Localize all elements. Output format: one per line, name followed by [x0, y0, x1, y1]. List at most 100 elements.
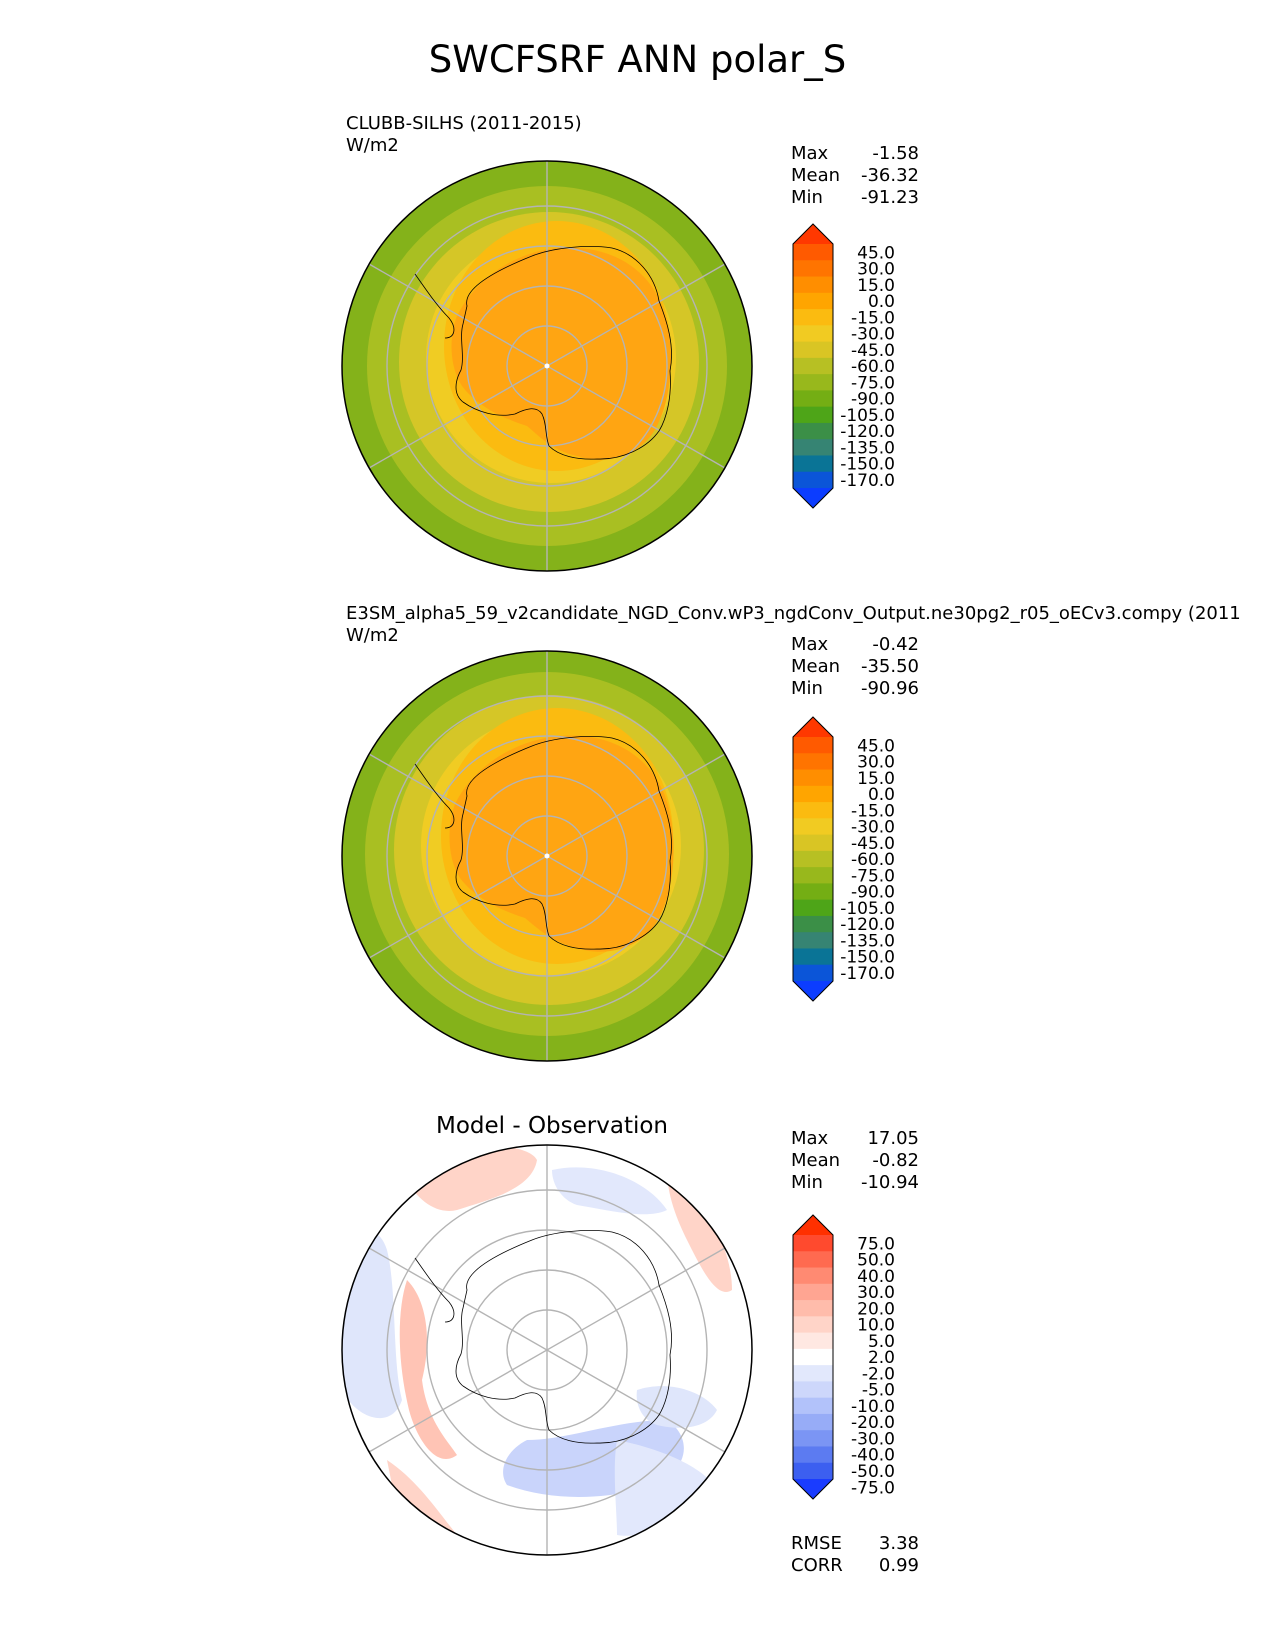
- colorbar-cell: [793, 769, 833, 787]
- colorbar-cell: [793, 1316, 833, 1334]
- colorbar-cell: [793, 753, 833, 771]
- colorbar-tick-label: -75.0: [851, 373, 895, 393]
- colorbar-tick-label: -60.0: [851, 357, 895, 377]
- colorbar-extend-max: [793, 224, 833, 244]
- stat-value: 3.38: [878, 1533, 919, 1554]
- figure-title: SWCFSRF ANN polar_S: [428, 38, 847, 81]
- continent-fill: [449, 735, 674, 952]
- colorbar-cell: [793, 309, 833, 326]
- colorbar-cell: [793, 802, 833, 819]
- colorbar-cell: [793, 818, 833, 836]
- colorbar-cell: [793, 883, 833, 901]
- colorbar-cell: [793, 1413, 833, 1431]
- error-stats-box: RMSE 3.38 CORR 0.99: [791, 1533, 919, 1577]
- colorbar-tick-label: 15.0: [857, 769, 895, 789]
- polar-map: [341, 160, 753, 572]
- colorbar-tick-label: -75.0: [851, 866, 895, 886]
- colorbar-extend-max: [793, 1215, 833, 1235]
- pole-marker: [544, 853, 550, 859]
- diff-region: [667, 1170, 732, 1292]
- colorbar: 45.030.015.00.0-15.0-30.0-45.0-60.0-75.0…: [792, 223, 895, 509]
- colorbar-tick-label: -120.0: [840, 915, 895, 935]
- colorbar-tick-label: -150.0: [840, 455, 895, 475]
- colorbar-outline: [792, 716, 834, 1002]
- coastline: [414, 736, 672, 950]
- colorbar-tick-label: -105.0: [840, 406, 895, 426]
- colorbar-tick-label: 20.0: [857, 1299, 895, 1319]
- colorbar: 45.030.015.00.0-15.0-30.0-45.0-60.0-75.0…: [792, 716, 895, 1002]
- colorbar-tick-label: -20.0: [851, 1413, 895, 1433]
- colorbar-tick-label: -5.0: [862, 1381, 895, 1401]
- coastline: [414, 1230, 672, 1444]
- polar-map: [341, 1144, 753, 1556]
- stat-label: Min: [791, 1172, 823, 1193]
- colorbar-tick-label: 10.0: [857, 1316, 895, 1336]
- colorbar-cell: [793, 1251, 833, 1269]
- stat-value: 0.99: [878, 1555, 919, 1576]
- colorbar-tick-label: -10.0: [851, 1397, 895, 1417]
- colorbar-cell: [793, 1446, 833, 1464]
- colorbar-cell: [793, 915, 833, 933]
- stats-box: Max -1.58 Mean -36.32 Min -91.23: [791, 143, 919, 209]
- stat-label: Max: [791, 1128, 829, 1149]
- stat-value: -0.82: [872, 1150, 919, 1171]
- colorbar-cell: [793, 1332, 833, 1350]
- stat-label: Min: [791, 187, 823, 208]
- diff-region: [614, 1440, 717, 1536]
- stat-label: Max: [791, 634, 829, 655]
- stat-value: -0.42: [872, 634, 919, 655]
- colorbar-tick-label: -2.0: [862, 1364, 895, 1384]
- colorbar-tick-label: -90.0: [851, 390, 895, 410]
- stat-value: -90.96: [860, 678, 919, 699]
- colorbar-tick-label: -135.0: [840, 931, 895, 951]
- colorbar-tick-label: -15.0: [851, 308, 895, 328]
- colorbar-cell: [793, 471, 833, 489]
- colorbar-cell: [793, 341, 833, 359]
- diff-region: [552, 1167, 667, 1215]
- colorbar-cell: [793, 244, 833, 261]
- colorbar-tick-label: -150.0: [840, 948, 895, 968]
- colorbar-cell: [793, 834, 833, 852]
- colorbar-extend-min: [793, 488, 833, 508]
- colorbar-tick-label: -15.0: [851, 801, 895, 821]
- colorbar-tick-label: -50.0: [851, 1462, 895, 1482]
- colorbar-tick-label: 30.0: [857, 260, 895, 280]
- stat-value: 17.05: [867, 1128, 919, 1149]
- colorbar-tick-label: -30.0: [851, 818, 895, 838]
- colorbar-tick-label: 45.0: [857, 736, 895, 756]
- colorbar-cell: [793, 455, 833, 473]
- stat-label: Max: [791, 143, 829, 164]
- map-boundary: [341, 1144, 753, 1556]
- stat-value: -1.58: [872, 143, 919, 164]
- colorbar-tick-label: 2.0: [868, 1348, 895, 1368]
- stat-value: -10.94: [860, 1172, 919, 1193]
- panel-title: Model - Observation: [435, 1113, 669, 1139]
- panel-units: W/m2: [346, 135, 399, 156]
- colorbar-cell: [793, 357, 833, 375]
- stat-label: RMSE: [791, 1533, 842, 1554]
- colorbar-tick-label: 0.0: [868, 785, 895, 805]
- colorbar-cell: [793, 948, 833, 966]
- colorbar-tick-label: -90.0: [851, 883, 895, 903]
- colorbar-cell: [793, 785, 833, 803]
- polar-map: [341, 650, 753, 1062]
- stat-value: -35.50: [860, 656, 919, 677]
- colorbar-outline: [792, 223, 834, 509]
- colorbar-tick-label: -60.0: [851, 850, 895, 870]
- colorbar-cell: [793, 1235, 833, 1252]
- colorbar-cell: [793, 737, 833, 754]
- diff-region: [342, 1231, 402, 1419]
- stat-label: Mean: [791, 656, 841, 677]
- colorbar-cell: [793, 1397, 833, 1415]
- colorbar-cell: [793, 439, 833, 456]
- colorbar-tick-label: 30.0: [857, 753, 895, 773]
- colorbar-tick-label: 0.0: [868, 292, 895, 312]
- stats-box: Max 17.05 Mean -0.82 Min -10.94: [791, 1128, 919, 1194]
- colorbar-cell: [793, 1300, 833, 1317]
- colorbar-tick-label: -75.0: [851, 1478, 895, 1498]
- colorbar-cell: [793, 292, 833, 310]
- colorbar-tick-label: -45.0: [851, 834, 895, 854]
- colorbar-tick-label: 5.0: [868, 1332, 895, 1352]
- colorbar-cell: [793, 390, 833, 408]
- colorbar-cell: [793, 374, 833, 391]
